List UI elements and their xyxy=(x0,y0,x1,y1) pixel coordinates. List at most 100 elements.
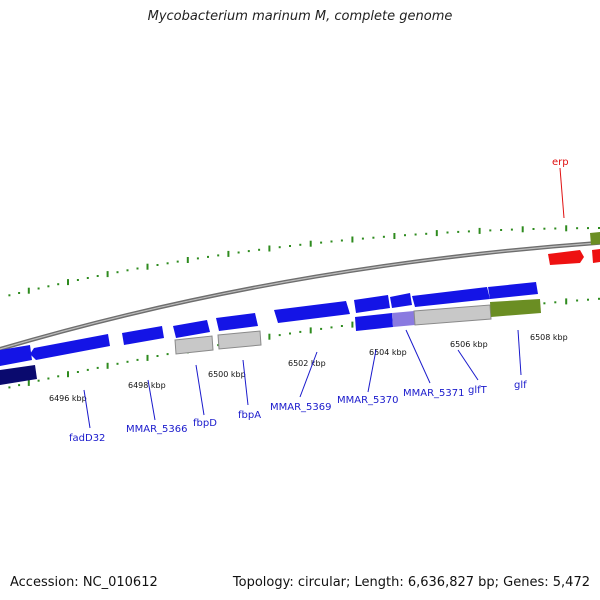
leader-MMAR_5370 xyxy=(367,349,377,393)
feature-dark-block xyxy=(0,365,37,385)
gene-arrow-fbpA[interactable] xyxy=(216,313,258,331)
leader-MMAR_5369 xyxy=(299,351,318,398)
minor-tick xyxy=(116,271,119,274)
gene-label-erp[interactable]: erp xyxy=(552,157,569,168)
minor-tick xyxy=(86,368,89,371)
major-tick xyxy=(351,236,354,243)
feature-blue-MMAR_5370 xyxy=(355,313,393,331)
major-tick xyxy=(309,240,312,247)
gene-arrow-MMAR_5370[interactable] xyxy=(354,295,390,313)
minor-tick xyxy=(532,228,535,230)
leader-glf xyxy=(517,329,522,376)
gene-arrow-glfT[interactable] xyxy=(412,287,490,307)
label-leaders xyxy=(83,167,565,429)
minor-tick xyxy=(136,267,139,270)
minor-tick xyxy=(237,251,240,254)
gene-label-MMAR_5369[interactable]: MMAR_5369 xyxy=(270,402,332,413)
scale-label: 6504 kbp xyxy=(369,348,407,357)
gene-arrow-fadD32-part[interactable] xyxy=(0,345,32,366)
minor-tick xyxy=(500,229,503,231)
minor-tick xyxy=(299,243,302,246)
leader-erp xyxy=(559,167,565,219)
scale-label: 6500 kbp xyxy=(208,370,246,379)
minor-tick xyxy=(76,371,79,373)
minor-tick xyxy=(330,326,333,329)
major-tick xyxy=(146,354,149,361)
minor-tick xyxy=(340,239,343,242)
minor-tick xyxy=(467,230,470,233)
minor-tick xyxy=(576,299,579,302)
feature-gray-fbpD xyxy=(174,335,214,355)
minor-tick xyxy=(382,235,385,238)
minor-tick xyxy=(289,332,291,335)
scale-label: 6496 kbp xyxy=(49,394,87,403)
major-tick xyxy=(227,250,230,257)
gene-arrow-erp-next[interactable] xyxy=(592,249,600,263)
gene-arrow-fadD32[interactable] xyxy=(30,334,110,360)
major-tick xyxy=(146,263,149,270)
scale-label: 6506 kbp xyxy=(450,340,488,349)
genome-backbone-inner xyxy=(0,242,600,350)
gene-label-glf[interactable]: glf xyxy=(514,380,527,391)
major-tick xyxy=(478,227,481,234)
minor-tick xyxy=(330,240,333,243)
major-tick xyxy=(27,379,30,386)
gene-label-MMAR_5371[interactable]: MMAR_5371 xyxy=(403,388,465,399)
major-tick xyxy=(106,271,109,278)
scale-labels: 6496 kbp 6498 kbp 6500 kbp 6502 kbp 6504… xyxy=(49,333,568,403)
footer-accession: Accession: NC_010612 xyxy=(10,575,158,590)
minor-tick xyxy=(96,275,99,277)
leader-glfT xyxy=(457,349,479,381)
gene-arrow-fbpD[interactable] xyxy=(173,320,210,338)
genome-backbone xyxy=(0,240,600,352)
major-tick xyxy=(67,371,69,378)
leader-MMAR_5371 xyxy=(405,329,431,384)
minor-tick xyxy=(76,279,79,281)
minor-tick xyxy=(57,283,60,286)
gene-arrow-glf[interactable] xyxy=(488,282,538,299)
major-tick xyxy=(565,225,568,232)
minor-tick xyxy=(320,327,323,330)
gene-label-fbpD[interactable]: fbpD xyxy=(193,418,217,429)
gene-label-glfT[interactable]: glfT xyxy=(468,385,488,396)
minor-tick xyxy=(510,228,513,231)
minor-tick xyxy=(299,330,302,333)
major-tick xyxy=(186,257,189,263)
minor-tick xyxy=(86,277,89,279)
minor-tick xyxy=(166,262,169,265)
minor-tick xyxy=(457,230,460,233)
gene-label-MMAR_5370[interactable]: MMAR_5370 xyxy=(337,395,399,406)
minor-tick xyxy=(37,287,40,290)
minor-tick xyxy=(37,379,40,382)
gene-arrow-MMAR_5371[interactable] xyxy=(390,293,412,308)
gene-label-MMAR_5366[interactable]: MMAR_5366 xyxy=(126,424,188,435)
major-tick xyxy=(67,279,69,286)
minor-tick xyxy=(136,358,139,361)
genome-title: Mycobacterium marinum M, complete genome xyxy=(147,9,453,24)
minor-tick xyxy=(414,233,417,236)
major-tick xyxy=(393,233,396,239)
minor-tick xyxy=(258,248,261,251)
gene-label-fadD32[interactable]: fadD32 xyxy=(69,433,105,444)
minor-tick xyxy=(404,234,406,237)
minor-tick xyxy=(207,255,209,258)
major-tick xyxy=(565,298,568,305)
major-tick xyxy=(268,333,271,340)
minor-tick xyxy=(543,227,546,230)
gene-arrow-MMAR_5369[interactable] xyxy=(274,301,350,323)
scale-label: 6508 kbp xyxy=(530,333,568,342)
minor-tick xyxy=(554,227,557,230)
minor-tick xyxy=(196,257,199,260)
gene-arrow-MMAR_5366[interactable] xyxy=(122,326,164,345)
minor-tick xyxy=(278,246,281,249)
gene-arrow-erp[interactable] xyxy=(548,250,584,265)
minor-tick xyxy=(126,360,129,363)
gene-label-fbpA[interactable]: fbpA xyxy=(238,410,261,421)
minor-tick xyxy=(156,264,159,266)
minor-tick xyxy=(372,236,375,239)
minor-tick xyxy=(217,344,220,347)
footer-stats: Topology: circular; Length: 6,636,827 bp… xyxy=(232,575,590,590)
feature-gray-glfT xyxy=(413,304,492,326)
minor-tick xyxy=(8,294,11,297)
